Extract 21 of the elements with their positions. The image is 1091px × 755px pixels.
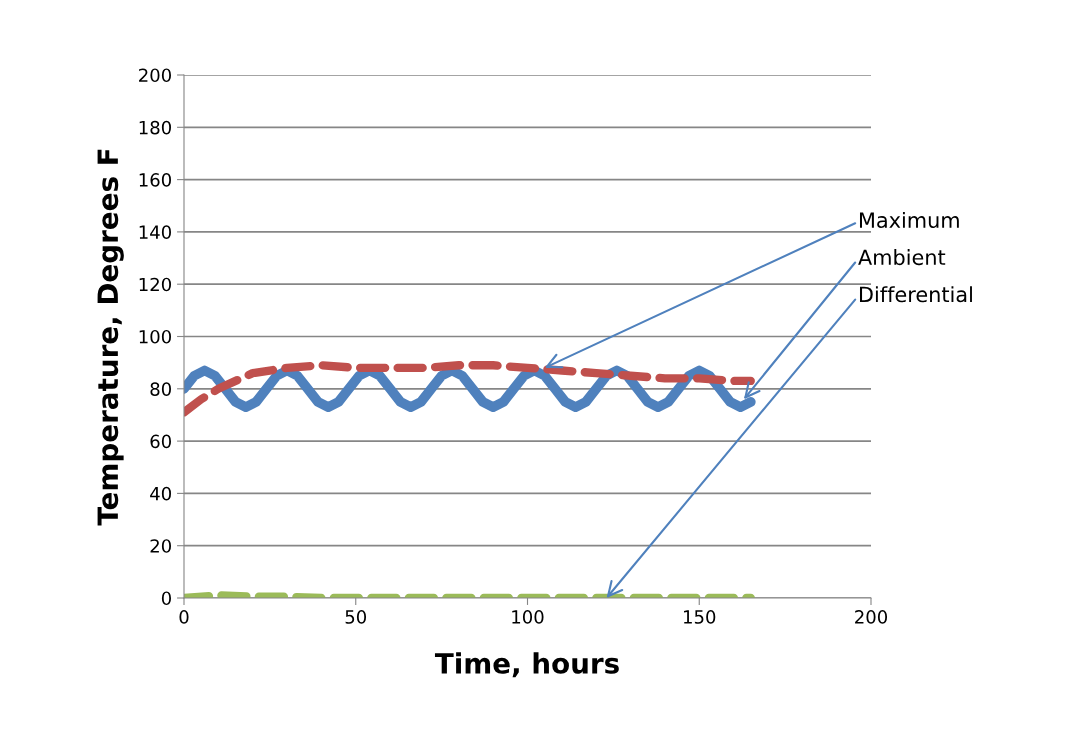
y-tick-label: 120 xyxy=(139,277,171,292)
y-tick-label: 60 xyxy=(150,434,171,449)
x-tick-label: 0 xyxy=(179,610,189,624)
annotation: Differential xyxy=(859,286,972,303)
y-axis-title: Temperature, Degrees F xyxy=(97,149,124,526)
x-tick-label: 200 xyxy=(855,610,888,624)
y-tick-label: 20 xyxy=(150,539,171,553)
y-tick-label: 100 xyxy=(139,329,171,344)
y-tick-label: 140 xyxy=(139,225,171,240)
x-tick-label: 150 xyxy=(684,610,716,624)
y-tick-label: 80 xyxy=(150,382,171,396)
x-tick-label: 50 xyxy=(345,610,367,624)
y-tick-label: 160 xyxy=(139,173,171,187)
y-tick-label: 40 xyxy=(150,486,171,501)
y-tick-label: 200 xyxy=(139,68,171,83)
x-axis-title: Time, hours xyxy=(434,652,619,678)
x-tick-label: 100 xyxy=(512,610,544,624)
y-tick-label: 180 xyxy=(139,120,171,135)
annotation: Maximum xyxy=(859,211,959,229)
y-tick-label: 0 xyxy=(161,591,171,606)
annotation: Ambient xyxy=(858,249,946,266)
